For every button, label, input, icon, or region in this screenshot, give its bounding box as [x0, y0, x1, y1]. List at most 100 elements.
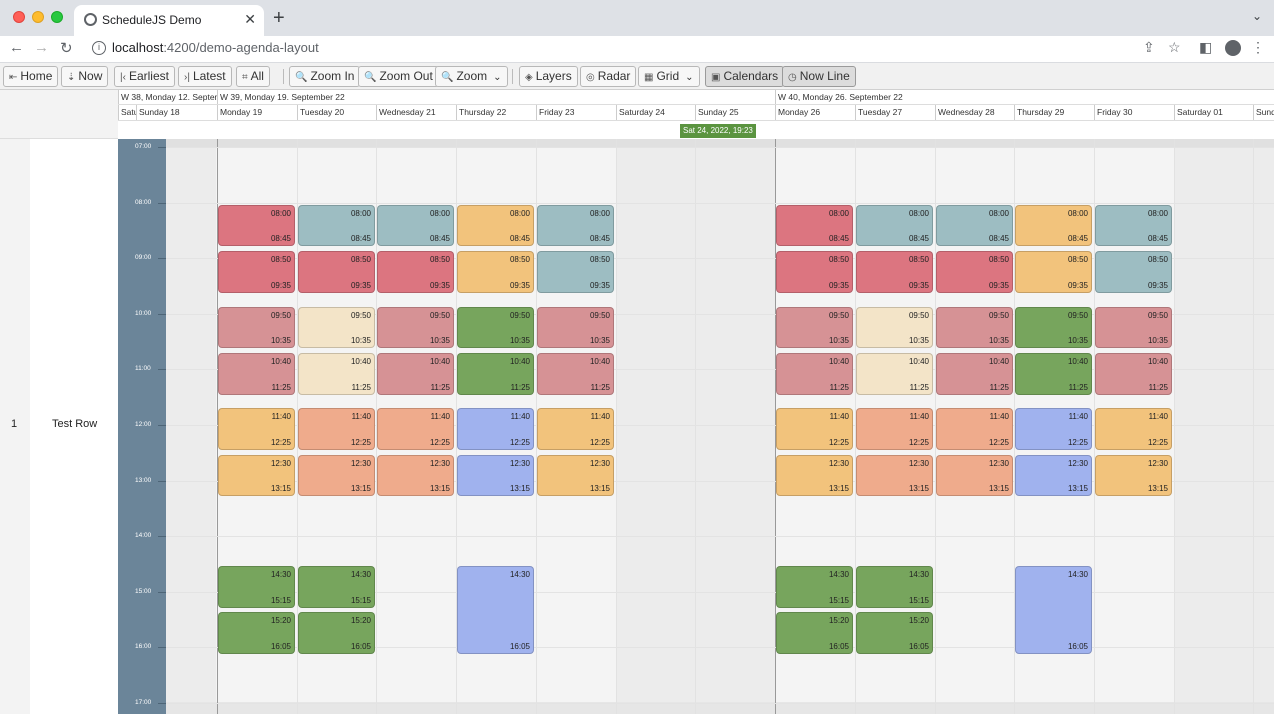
calendar-event[interactable]: 12:30 13:15: [1095, 454, 1172, 497]
calendar-event[interactable]: 08:00 08:45: [936, 204, 1013, 247]
calendar-event[interactable]: 10:40 11:25: [1095, 352, 1172, 395]
schedule-grid[interactable]: 07:00 08:00 09:00 10:00 11:00 12:00 13:00 14:00…: [118, 139, 1274, 714]
row-name[interactable]: Test Row: [52, 418, 98, 430]
calendar-event[interactable]: 14:30 15:15: [218, 566, 295, 608]
calendar-event[interactable]: 09:50 10:35: [298, 306, 375, 349]
calendar-event[interactable]: 09:50 10:35: [936, 306, 1013, 349]
calendar-event[interactable]: 08:50 09:35: [1015, 250, 1092, 293]
calendar-event[interactable]: 12:30 13:15: [856, 454, 933, 497]
calendar-event[interactable]: 11:40 12:25: [298, 408, 375, 451]
calendar-event[interactable]: 08:00 08:45: [537, 204, 614, 247]
now-line-toggle[interactable]: ◷ Now Line: [782, 66, 856, 87]
grid-dropdown[interactable]: ▦ Grid ⌄: [638, 66, 700, 87]
calendar-event[interactable]: 12:30 13:15: [1015, 454, 1092, 497]
calendar-event[interactable]: 11:40 12:25: [1015, 408, 1092, 451]
calendar-event[interactable]: 08:50 09:35: [776, 250, 853, 293]
calendar-event[interactable]: 10:40 11:25: [776, 352, 853, 395]
home-button[interactable]: ⇤ Home: [3, 66, 59, 87]
minimize-window-button[interactable]: [32, 11, 44, 23]
calendar-event[interactable]: 09:50 10:35: [776, 306, 853, 349]
calendar-event[interactable]: 15:20 16:05: [218, 612, 295, 655]
calendar-event[interactable]: 14:30 15:15: [856, 566, 933, 608]
calendar-event[interactable]: 10:40 11:25: [856, 352, 933, 395]
calendar-event[interactable]: 08:50 09:35: [1095, 250, 1172, 293]
calendar-event[interactable]: 12:30 13:15: [457, 454, 534, 497]
radar-button[interactable]: ◎ Radar: [580, 66, 637, 87]
calendar-event[interactable]: 08:50 09:35: [457, 250, 534, 293]
calendar-event[interactable]: 10:40 11:25: [377, 352, 454, 395]
calendar-event[interactable]: 08:00 08:45: [776, 204, 853, 247]
calendar-event[interactable]: 14:30 15:15: [298, 566, 375, 608]
calendar-event[interactable]: 10:40 11:25: [936, 352, 1013, 395]
new-tab-button[interactable]: +: [273, 7, 285, 29]
site-info-icon[interactable]: i: [92, 41, 106, 55]
calendar-event[interactable]: 12:30 13:15: [218, 454, 295, 497]
calendar-event[interactable]: 09:50 10:35: [537, 306, 614, 349]
calendar-event[interactable]: 11:40 12:25: [537, 408, 614, 451]
calendar-event[interactable]: 08:50 09:35: [537, 250, 614, 293]
calendar-event[interactable]: 12:30 13:15: [298, 454, 375, 497]
calendar-event[interactable]: 12:30 13:15: [537, 454, 614, 497]
now-button[interactable]: ⇣ Now: [61, 66, 109, 87]
calendar-event[interactable]: 08:00 08:45: [298, 204, 375, 247]
calendar-event[interactable]: 15:20 16:05: [776, 612, 853, 655]
calendar-event[interactable]: 09:50 10:35: [457, 306, 534, 349]
calendar-event[interactable]: 08:00 08:45: [1015, 204, 1092, 247]
calendar-event[interactable]: 12:30 13:15: [776, 454, 853, 497]
bookmark-star-icon[interactable]: ☆: [1168, 39, 1181, 55]
calendar-event[interactable]: 09:50 10:35: [1015, 306, 1092, 349]
calendar-event[interactable]: 08:00 08:45: [457, 204, 534, 247]
calendar-event[interactable]: 08:50 09:35: [377, 250, 454, 293]
calendar-event[interactable]: 10:40 11:25: [218, 352, 295, 395]
calendars-toggle[interactable]: ▣ Calendars: [705, 66, 785, 87]
calendar-event[interactable]: 08:00 08:45: [1095, 204, 1172, 247]
calendar-event[interactable]: 11:40 12:25: [936, 408, 1013, 451]
calendar-event[interactable]: 08:00 08:45: [856, 204, 933, 247]
earliest-button[interactable]: |‹ Earliest: [114, 66, 175, 87]
forward-icon[interactable]: →: [34, 39, 49, 56]
calendar-event[interactable]: 14:30 16:05: [457, 566, 534, 655]
browser-tab[interactable]: ScheduleJS Demo ✕: [74, 5, 264, 36]
calendar-event[interactable]: 10:40 11:25: [537, 352, 614, 395]
calendar-event[interactable]: 12:30 13:15: [936, 454, 1013, 497]
share-icon[interactable]: ⇪: [1143, 39, 1155, 55]
calendar-event[interactable]: 09:50 10:35: [1095, 306, 1172, 349]
calendar-event[interactable]: 14:30 15:15: [776, 566, 853, 608]
layers-button[interactable]: ◈ Layers: [519, 66, 578, 87]
calendar-event[interactable]: 10:40 11:25: [457, 352, 534, 395]
calendar-event[interactable]: 08:00 08:45: [377, 204, 454, 247]
latest-button[interactable]: ›| Latest: [178, 66, 232, 87]
all-button[interactable]: ⌗ All: [236, 66, 270, 87]
calendar-event[interactable]: 11:40 12:25: [776, 408, 853, 451]
calendar-event[interactable]: 11:40 12:25: [457, 408, 534, 451]
zoom-dropdown[interactable]: 🔍 Zoom ⌄: [435, 66, 508, 87]
calendar-event[interactable]: 09:50 10:35: [856, 306, 933, 349]
calendar-event[interactable]: 09:50 10:35: [377, 306, 454, 349]
calendar-event[interactable]: 08:00 08:45: [218, 204, 295, 247]
more-menu-icon[interactable]: ⋮: [1251, 39, 1265, 55]
calendar-event[interactable]: 12:30 13:15: [377, 454, 454, 497]
tab-close-icon[interactable]: ✕: [244, 11, 256, 27]
tab-search-icon[interactable]: ⌄: [1251, 9, 1262, 23]
calendar-event[interactable]: 09:50 10:35: [218, 306, 295, 349]
zoom-out-button[interactable]: 🔍 Zoom Out: [358, 66, 439, 87]
profile-avatar-icon[interactable]: [1225, 40, 1241, 56]
maximize-window-button[interactable]: [51, 11, 63, 23]
calendar-event[interactable]: 14:30 16:05: [1015, 566, 1092, 655]
calendar-event[interactable]: 10:40 11:25: [1015, 352, 1092, 395]
calendar-event[interactable]: 11:40 12:25: [377, 408, 454, 451]
calendar-event[interactable]: 08:50 09:35: [218, 250, 295, 293]
calendar-event[interactable]: 15:20 16:05: [856, 612, 933, 655]
calendar-event[interactable]: 11:40 12:25: [856, 408, 933, 451]
calendar-event[interactable]: 11:40 12:25: [218, 408, 295, 451]
zoom-in-button[interactable]: 🔍 Zoom In: [289, 66, 361, 87]
calendar-event[interactable]: 15:20 16:05: [298, 612, 375, 655]
calendar-event[interactable]: 08:50 09:35: [856, 250, 933, 293]
calendar-event[interactable]: 08:50 09:35: [298, 250, 375, 293]
reload-icon[interactable]: ↻: [60, 40, 73, 57]
calendar-event[interactable]: 08:50 09:35: [936, 250, 1013, 293]
calendar-event[interactable]: 11:40 12:25: [1095, 408, 1172, 451]
close-window-button[interactable]: [13, 11, 25, 23]
calendar-event[interactable]: 10:40 11:25: [298, 352, 375, 395]
url-field[interactable]: localhost:4200/demo-agenda-layout: [112, 40, 319, 55]
